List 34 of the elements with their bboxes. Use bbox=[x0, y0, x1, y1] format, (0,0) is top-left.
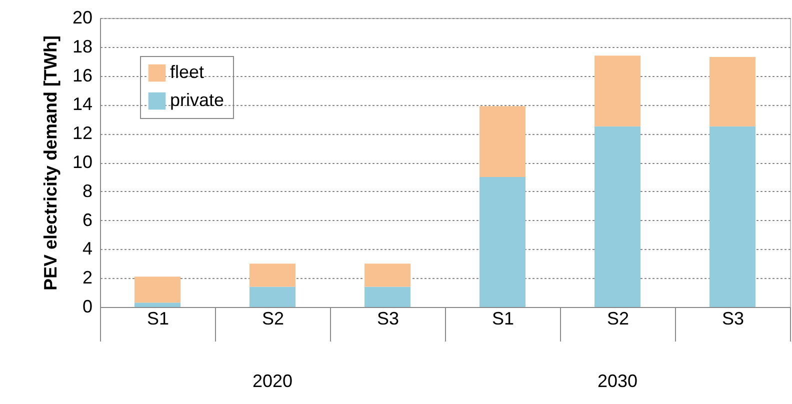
x-tick-label: S2 bbox=[606, 308, 630, 328]
y-tick-label: 18 bbox=[72, 36, 92, 56]
bar bbox=[480, 106, 526, 177]
y-tick-label: 16 bbox=[72, 65, 92, 86]
bar bbox=[134, 276, 180, 303]
bar bbox=[710, 126, 756, 307]
x-tick-label: S1 bbox=[492, 308, 514, 328]
y-tick-label: 0 bbox=[82, 296, 92, 316]
y-tick-label: 8 bbox=[82, 180, 92, 201]
bar bbox=[250, 264, 296, 287]
legend-label: fleet bbox=[170, 62, 204, 82]
text: 2020 bbox=[252, 371, 293, 391]
x-tick-label: S1 bbox=[146, 308, 170, 328]
text: 2030 bbox=[597, 371, 638, 391]
bar bbox=[594, 56, 640, 126]
y-tick-label: 4 bbox=[82, 238, 92, 259]
legend-label: private bbox=[170, 90, 224, 110]
bar bbox=[364, 264, 410, 287]
bar bbox=[134, 302, 180, 307]
y-tick-label: 2 bbox=[82, 268, 92, 288]
bar bbox=[364, 286, 410, 307]
y-tick-label: 12 bbox=[72, 123, 92, 144]
bar bbox=[480, 176, 526, 307]
bar bbox=[710, 57, 756, 126]
y-tick-label: 10 bbox=[72, 152, 92, 172]
bar bbox=[594, 126, 640, 307]
x-tick-label: S3 bbox=[376, 308, 400, 328]
x-tick-label: S2 bbox=[262, 308, 284, 328]
y-tick-label: 20 bbox=[72, 8, 92, 28]
bar bbox=[250, 286, 296, 307]
y-tick-label: 6 bbox=[82, 210, 92, 230]
y-tick-label: 14 bbox=[72, 94, 92, 114]
y-axis-title: PEV electricity demand [TWh] bbox=[40, 35, 60, 291]
x-tick-label: S3 bbox=[722, 308, 744, 328]
